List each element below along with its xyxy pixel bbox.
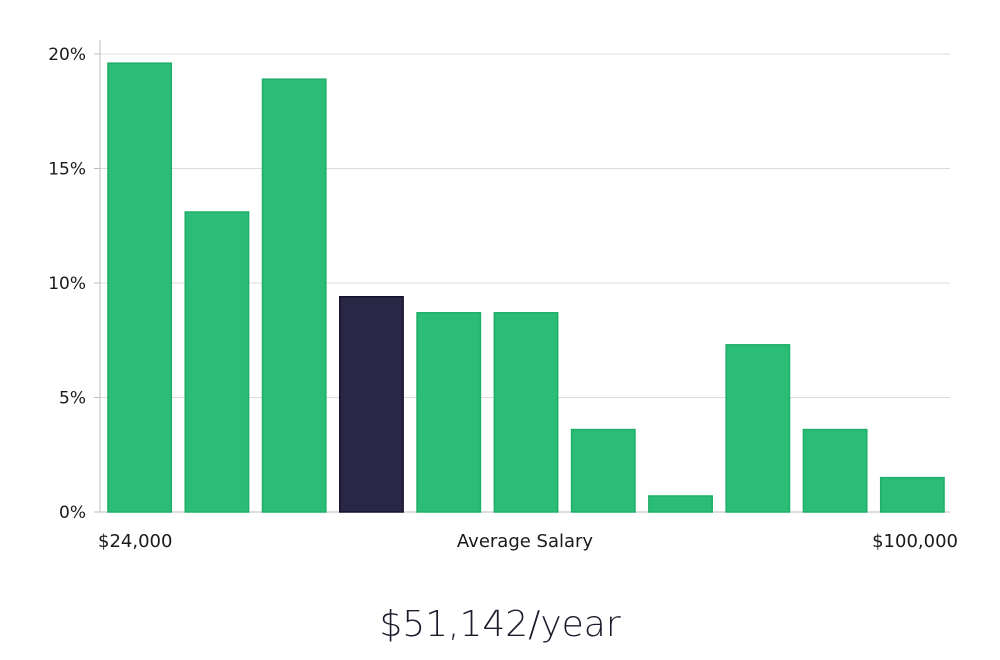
bar	[725, 344, 791, 513]
bar	[261, 78, 327, 513]
bar	[416, 312, 482, 513]
x-min-label: $24,000	[98, 531, 172, 552]
bar	[570, 428, 636, 513]
average-salary-value: $51,142/year	[379, 604, 621, 645]
y-tick-label: 20%	[48, 45, 86, 65]
bar	[184, 211, 250, 513]
bar	[648, 495, 713, 513]
bars	[107, 62, 945, 513]
bar-highlighted	[339, 295, 404, 513]
y-tick-label: 5%	[59, 389, 86, 409]
bar	[493, 312, 559, 513]
x-axis-title: Average Salary	[457, 531, 594, 552]
y-tick-label: 0%	[59, 503, 86, 523]
y-axis-ticks: 0% 5% 10% 15% 20%	[48, 45, 100, 523]
bar	[107, 62, 173, 513]
bar	[879, 476, 945, 513]
x-max-label: $100,000	[872, 531, 958, 552]
bar	[802, 428, 868, 513]
y-tick-label: 15%	[48, 160, 86, 180]
salary-histogram: 0% 5% 10% 15% 20% $24,000 Average Salary $10…	[48, 40, 958, 552]
y-tick-label: 10%	[48, 274, 86, 294]
